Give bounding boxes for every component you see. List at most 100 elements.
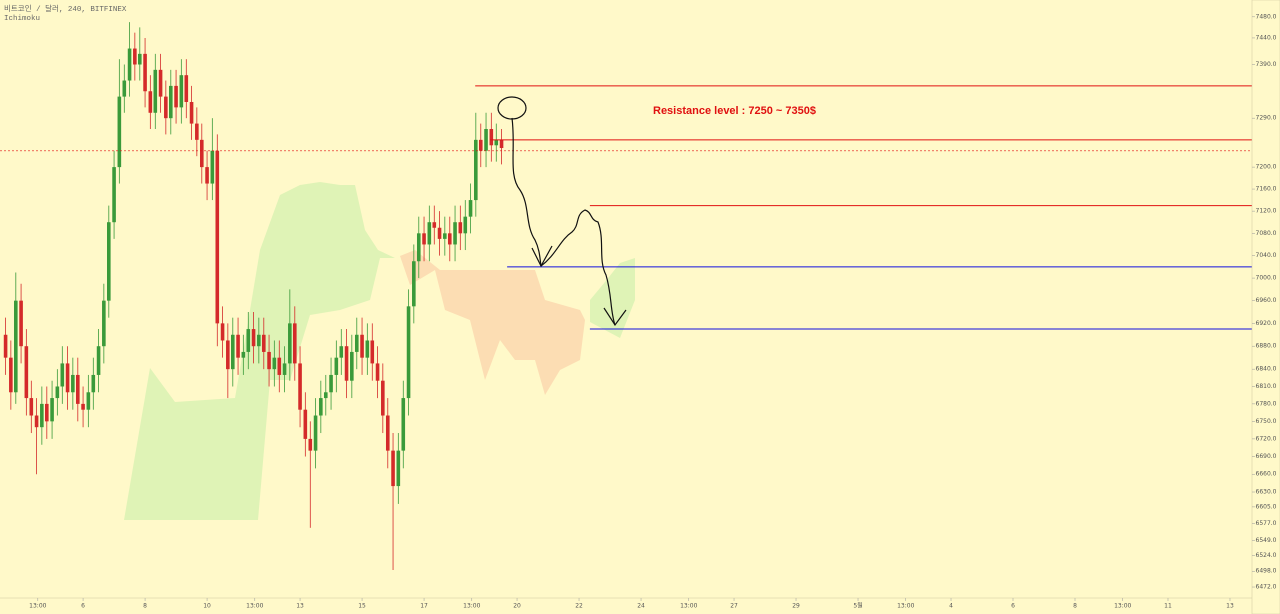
candle-body [499,139,504,149]
candle-body [334,357,339,375]
x-tick-label: 22 [575,603,583,610]
cloud-green [590,258,635,338]
candle-body [381,380,385,416]
candle-body [298,363,302,410]
candle-body [143,53,147,92]
y-tick-label: 7290.0 [1256,115,1277,122]
candle-body [40,403,44,428]
candle-body [385,415,390,451]
y-tick-label: 7480.0 [1256,13,1277,20]
candle-body [257,334,261,347]
candle-body [215,150,220,324]
x-tick-label: 13 [1226,603,1234,610]
candle-body [261,334,266,352]
y-tick-label: 6810.0 [1256,383,1277,390]
y-tick-label: 6750.0 [1256,418,1277,425]
x-tick-label: 5월 [853,602,862,610]
x-tick-label: 13:00 [246,603,263,610]
candle-body [375,363,380,381]
candle-body [122,80,127,97]
candle-body [323,392,328,399]
candle-body [303,409,308,439]
candle-body [458,222,463,234]
y-tick-label: 6630.0 [1256,489,1277,496]
candle-body [179,75,184,108]
candles [3,22,504,571]
y-tick-label: 7040.0 [1256,252,1277,259]
candle-body [308,438,313,451]
candle-body [277,357,282,375]
candle-body [422,233,426,245]
chart-title: 비트코인 / 달러, 240, BITFINEX [4,3,127,14]
y-tick-label: 7390.0 [1256,61,1277,68]
candle-body [50,398,54,422]
y-tick-label: 6880.0 [1256,343,1277,350]
candle-body [127,48,132,81]
y-tick-label: 6920.0 [1256,320,1277,327]
candle-body [189,101,194,124]
y-tick-label: 6960.0 [1256,297,1277,304]
y-tick-label: 7200.0 [1256,164,1277,171]
candle-body [474,139,478,201]
candle-body [463,216,468,234]
x-tick-label: 15 [358,603,366,610]
candle-body [406,306,411,399]
candle-body [339,346,344,358]
candle-body [391,450,395,487]
candle-body [267,351,271,370]
candle-body [236,334,240,358]
y-tick-label: 6660.0 [1256,471,1277,478]
candle-body [60,363,65,387]
x-tick-label: 24 [637,603,645,610]
candle-body [292,323,297,364]
y-tick-label: 6780.0 [1256,400,1277,407]
candle-body [81,403,85,410]
x-tick-label: 13:00 [463,603,480,610]
x-tick-label: 20 [513,603,521,610]
ichimoku-cloud [124,182,635,520]
y-tick-label: 7000.0 [1256,275,1277,282]
candle-body [117,96,122,168]
y-tick-label: 7440.0 [1256,34,1277,41]
y-tick-label: 6524.0 [1256,552,1277,559]
candle-body [29,398,34,416]
candle-body [478,139,483,151]
candle-body [153,69,158,113]
x-tick-label: 6 [81,603,85,610]
y-tick-label: 6498.0 [1256,568,1277,575]
x-tick-label: 8 [143,603,147,610]
candle-body [137,53,142,65]
candle-body [432,222,437,228]
y-tick-label: 6720.0 [1256,435,1277,442]
x-tick-label: 4 [949,603,953,610]
candle-body [313,415,318,451]
candle-body [489,128,494,146]
candle-body [19,300,23,347]
candle-body [112,167,116,223]
candle-body [427,222,432,245]
candle-body [365,340,370,358]
candle-body [226,340,230,370]
candle-body [453,222,457,245]
candle-body [102,300,106,347]
annotation: Resistance level : 7250 ~ 7350$ [653,105,816,117]
candle-body [24,346,29,399]
candle-body [91,374,96,393]
x-tick-label: 6 [1011,603,1015,610]
candle-body [412,261,416,307]
y-tick-label: 6472.0 [1256,584,1277,591]
x-tick-label: 27 [730,603,738,610]
candle-body [195,123,199,140]
y-tick-label: 6577.0 [1256,520,1277,527]
candle-body [401,398,406,451]
arrow-head [603,307,627,327]
candle-body [205,167,209,184]
candle-body [350,351,354,381]
y-tick-label: 7120.0 [1256,208,1277,215]
drawings [497,96,627,327]
candle-body [174,85,178,108]
x-tick-label: 13 [296,603,304,610]
candle-body [220,323,225,341]
